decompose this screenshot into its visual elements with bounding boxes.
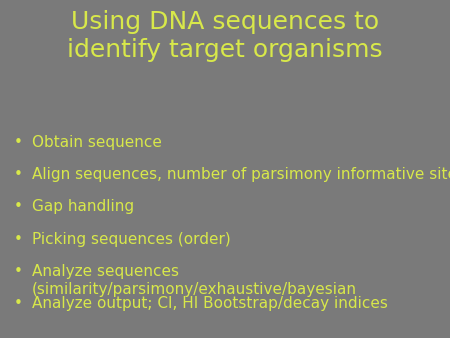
Text: Analyze output; CI, HI Bootstrap/decay indices: Analyze output; CI, HI Bootstrap/decay i… (32, 296, 387, 311)
Text: Obtain sequence: Obtain sequence (32, 135, 162, 150)
Text: •: • (14, 199, 22, 214)
Text: Gap handling: Gap handling (32, 199, 134, 214)
Text: Align sequences, number of parsimony informative sites: Align sequences, number of parsimony inf… (32, 167, 450, 182)
Text: •: • (14, 296, 22, 311)
Text: •: • (14, 135, 22, 150)
Text: Picking sequences (order): Picking sequences (order) (32, 232, 230, 246)
Text: Using DNA sequences to
identify target organisms: Using DNA sequences to identify target o… (67, 10, 383, 62)
Text: •: • (14, 232, 22, 246)
Text: •: • (14, 167, 22, 182)
Text: •: • (14, 264, 22, 279)
Text: Analyze sequences
(similarity/parsimony/exhaustive/bayesian: Analyze sequences (similarity/parsimony/… (32, 264, 356, 297)
